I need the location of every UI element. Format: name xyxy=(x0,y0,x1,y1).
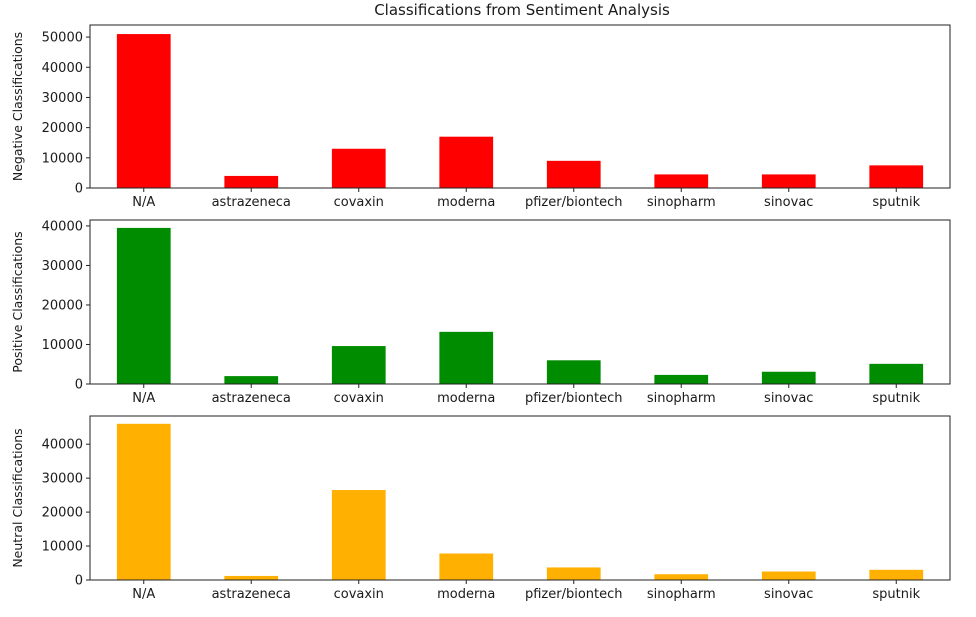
negative-bar xyxy=(439,136,494,188)
neutral-x-tick-label: N/A xyxy=(132,587,155,602)
positive-bar xyxy=(869,363,924,384)
positive-x-tick-label: sputnik xyxy=(872,391,920,406)
neutral-y-tick-label: 10000 xyxy=(42,540,83,555)
positive-bar xyxy=(116,227,171,384)
negative-bar xyxy=(331,148,386,188)
negative-panel: N/A astrazeneca covaxin moderna pfizer/biont… xyxy=(10,24,951,210)
neutral-x-tick-label: pfizer/biontech xyxy=(525,587,623,602)
negative-y-axis-label: Negative Classifications xyxy=(10,32,25,181)
negative-x-tick-label: pfizer/biontech xyxy=(525,195,623,210)
neutral-y-tick-label: 0 xyxy=(75,574,83,589)
positive-y-tick-label: 40000 xyxy=(42,219,83,234)
neutral-bar xyxy=(331,490,386,580)
neutral-bar xyxy=(224,575,279,580)
negative-y-tick-label: 0 xyxy=(75,182,83,197)
negative-x-tick-label: moderna xyxy=(437,195,495,210)
negative-bar xyxy=(224,175,279,188)
neutral-y-tick-label: 30000 xyxy=(42,472,83,487)
negative-bar xyxy=(546,160,601,188)
negative-bar xyxy=(654,174,709,188)
positive-x-tick-label: astrazeneca xyxy=(212,391,291,406)
positive-bar xyxy=(224,376,279,384)
positive-x-tick-label: pfizer/biontech xyxy=(525,391,623,406)
positive-y-tick-label: 0 xyxy=(75,378,83,393)
negative-bar xyxy=(761,174,816,188)
negative-y-tick-label: 30000 xyxy=(42,91,83,106)
neutral-x-tick-label: sinopharm xyxy=(647,587,716,602)
positive-axes-frame xyxy=(89,219,951,385)
positive-x-tick-label: sinopharm xyxy=(647,391,716,406)
positive-x-tick-label: sinovac xyxy=(764,391,813,406)
neutral-bar xyxy=(654,574,709,580)
negative-y-tick-label: 20000 xyxy=(42,121,83,136)
negative-x-tick-label: sinovac xyxy=(764,195,813,210)
neutral-x-tick-label: sputnik xyxy=(872,587,920,602)
positive-y-axis-label: Positive Classifications xyxy=(10,231,25,372)
neutral-y-tick-label: 20000 xyxy=(42,506,83,521)
positive-x-tick-label: moderna xyxy=(437,391,495,406)
neutral-y-axis-label: Neutral Classifications xyxy=(10,428,25,567)
negative-x-tick-label: covaxin xyxy=(334,195,384,210)
negative-x-tick-label: sinopharm xyxy=(647,195,716,210)
neutral-panel: N/A astrazeneca covaxin moderna pfizer/biont… xyxy=(10,415,951,602)
negative-x-tick-label: astrazeneca xyxy=(212,195,291,210)
negative-y-tick-label: 50000 xyxy=(42,31,83,46)
neutral-bar xyxy=(439,553,494,580)
neutral-x-tick-label: astrazeneca xyxy=(212,587,291,602)
positive-x-tick-label: covaxin xyxy=(334,391,384,406)
neutral-bar xyxy=(116,423,171,580)
positive-y-tick-label: 20000 xyxy=(42,298,83,313)
positive-x-tick-label: N/A xyxy=(132,391,155,406)
neutral-y-tick-label: 40000 xyxy=(42,438,83,453)
negative-x-tick-label: N/A xyxy=(132,195,155,210)
subplots: N/A astrazeneca covaxin moderna pfizer/biont… xyxy=(10,24,951,602)
positive-bar xyxy=(546,360,601,384)
negative-x-tick-label: sputnik xyxy=(872,195,920,210)
negative-axes-frame xyxy=(89,24,951,189)
neutral-axes-frame xyxy=(89,415,951,581)
positive-bar xyxy=(761,371,816,384)
positive-panel: N/A astrazeneca covaxin moderna pfizer/biont… xyxy=(10,219,951,406)
positive-bar xyxy=(654,374,709,384)
positive-y-tick-label: 30000 xyxy=(42,259,83,274)
neutral-bar xyxy=(761,571,816,580)
negative-y-tick-label: 40000 xyxy=(42,61,83,76)
positive-bar xyxy=(331,346,386,384)
negative-bar xyxy=(869,165,924,188)
neutral-bar xyxy=(869,569,924,580)
neutral-x-tick-label: covaxin xyxy=(334,587,384,602)
negative-bar xyxy=(116,34,171,189)
negative-y-tick-label: 10000 xyxy=(42,151,83,166)
neutral-bar xyxy=(546,567,601,580)
positive-y-tick-label: 10000 xyxy=(42,338,83,353)
neutral-x-tick-label: sinovac xyxy=(764,587,813,602)
positive-bar xyxy=(439,331,494,384)
chart-title: Classifications from Sentiment Analysis xyxy=(374,1,670,19)
neutral-x-tick-label: moderna xyxy=(437,587,495,602)
